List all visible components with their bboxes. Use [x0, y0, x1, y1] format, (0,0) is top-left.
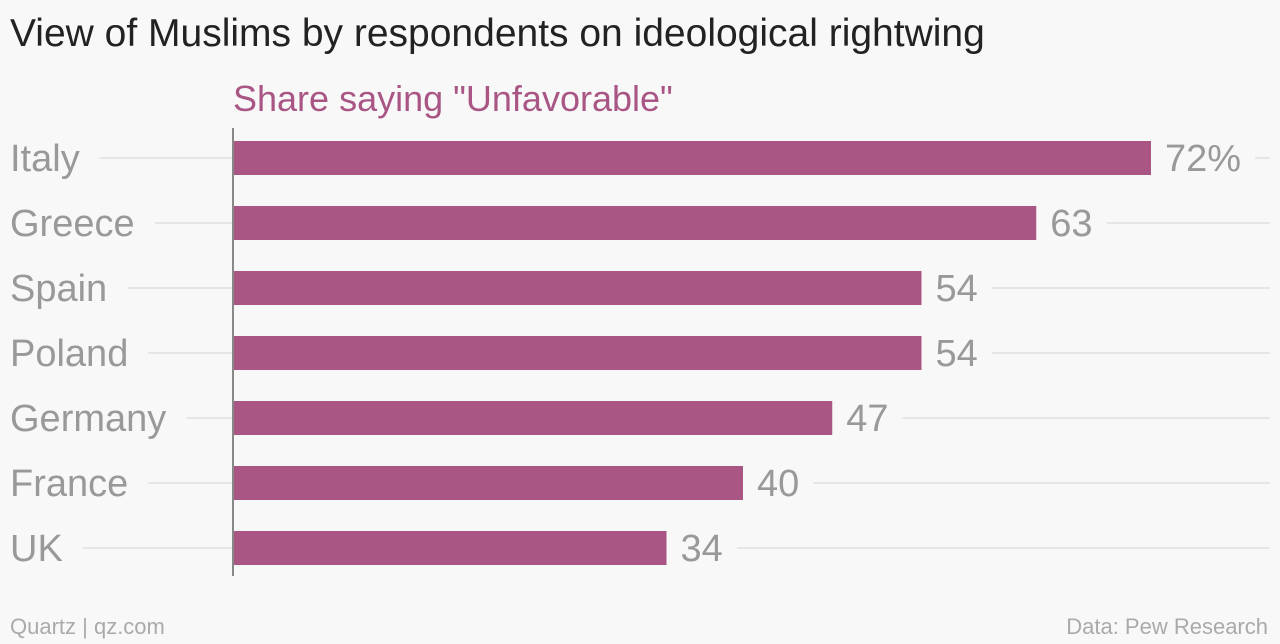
- category-label: France: [10, 463, 128, 505]
- chart-title: View of Muslims by respondents on ideolo…: [10, 12, 985, 55]
- bar: [233, 141, 1151, 175]
- category-label: Spain: [10, 268, 107, 310]
- bar: [233, 206, 1037, 240]
- value-label: 34: [681, 528, 723, 570]
- category-label: Greece: [10, 203, 135, 245]
- bar: [233, 531, 667, 565]
- data-source: Data: Pew Research: [1066, 614, 1268, 639]
- bar: [233, 336, 922, 370]
- gridlines: [82, 157, 1270, 549]
- category-labels: Italy Greece Spain Poland Germany France UK: [10, 138, 166, 570]
- category-label: UK: [10, 528, 63, 570]
- value-label: 54: [936, 268, 978, 310]
- category-label: Italy: [10, 138, 80, 180]
- category-label: Poland: [10, 333, 128, 375]
- chart-subtitle: Share saying "Unfavorable": [233, 78, 673, 119]
- value-label: 54: [936, 333, 978, 375]
- category-label: Germany: [10, 398, 166, 440]
- value-label: 47: [846, 398, 888, 440]
- bars: [233, 141, 1151, 565]
- value-labels: 72% 63 54 54 47 40 34: [681, 138, 1242, 570]
- bar: [233, 271, 922, 305]
- value-label: 63: [1050, 203, 1092, 245]
- value-label: 72%: [1165, 138, 1241, 180]
- source-credit: Quartz | qz.com: [10, 614, 165, 639]
- value-label: 40: [757, 463, 799, 505]
- bar: [233, 401, 833, 435]
- bar: [233, 466, 743, 500]
